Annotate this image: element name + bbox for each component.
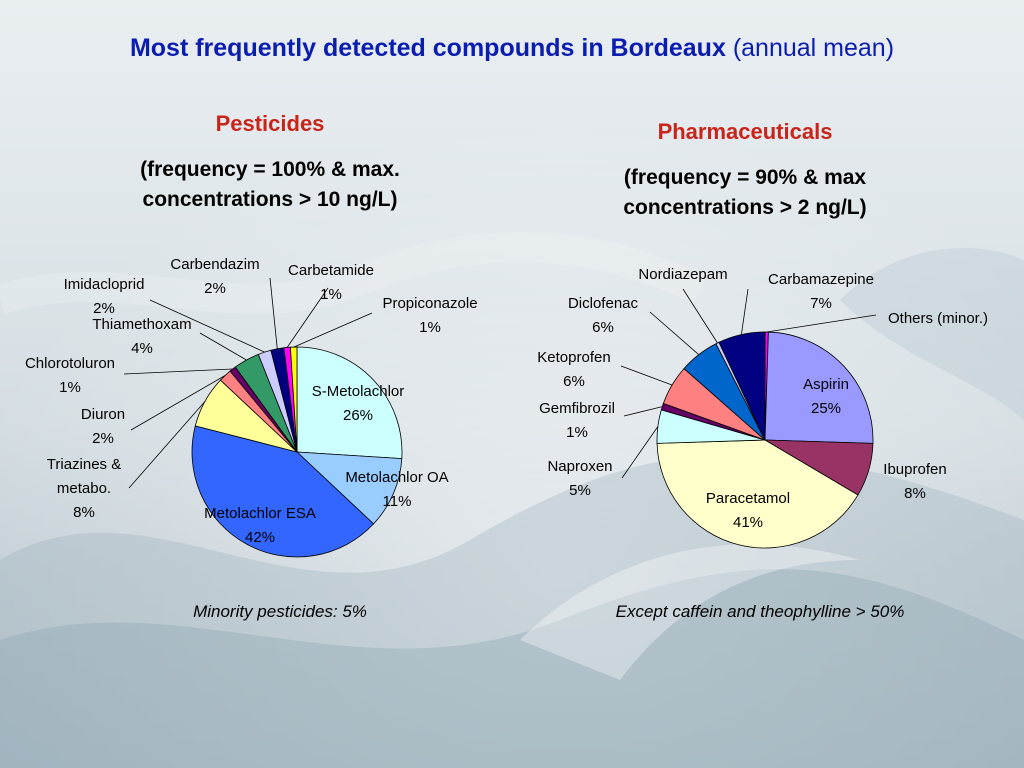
pharma-leader-naproxen xyxy=(621,426,659,479)
pharma-label-carbamazepine-pct: 7% xyxy=(810,295,832,312)
pesticide-label-s-metolachlor-pct: 26% xyxy=(343,407,373,424)
pharma-leader-carbamazepine xyxy=(741,288,749,335)
pharma-label-naproxen-pct: 5% xyxy=(569,482,591,499)
pesticide-label-triazines-metabo: Triazines & xyxy=(47,456,121,473)
pesticide-label-metolachlor-esa-pct: 42% xyxy=(245,529,275,546)
pesticide-label-metolachlor-oa-pct: 11% xyxy=(383,493,412,510)
pesticide-leader-carbendazim xyxy=(269,277,278,349)
slide-title-suffix: (annual mean) xyxy=(732,34,895,62)
pesticide-slice-s-metolachlor xyxy=(296,346,403,460)
pesticide-label-thiamethoxam-pct: 4% xyxy=(131,340,153,357)
pesticide-label-diuron-pct: 2% xyxy=(92,430,114,447)
pesticide-leader-triazines-metabo xyxy=(128,401,206,489)
pharma-label-aspirin: Aspirin xyxy=(803,376,849,393)
pesticide-label-imidacloprid-pct: 2% xyxy=(93,300,115,317)
pharma-leader-gemfibrozil xyxy=(623,406,663,417)
pharma-leader-nordiazepam xyxy=(682,288,718,344)
slide-title: Most frequently detected compounds in Bo… xyxy=(0,34,1024,63)
pharma-label-ibuprofen: Ibuprofen xyxy=(883,461,946,478)
pesticide-slice-metolachlor-esa xyxy=(191,425,375,558)
pharma-label-ketoprofen: Ketoprofen xyxy=(537,349,610,366)
pesticides-heading: Pesticides xyxy=(215,111,325,136)
pharma-label-ketoprofen-pct: 6% xyxy=(563,373,585,390)
pesticide-leader-imidacloprid xyxy=(149,299,265,353)
pesticide-leader-carbetamide xyxy=(286,287,329,348)
pharma-leader-ketoprofen xyxy=(620,365,673,386)
pesticide-label-triazines-metabo: metabo. xyxy=(57,480,111,497)
pharma-label-carbamazepine: Carbamazepine xyxy=(768,271,874,288)
pharma-label-gemfibrozil-pct: 1% xyxy=(566,424,588,441)
pesticide-label-propiconazole: Propiconazole xyxy=(382,295,477,312)
pharma-label-ibuprofen-pct: 8% xyxy=(904,485,926,502)
pesticides-criteria-line2: concentrations > 10 ng/L) xyxy=(142,188,398,211)
pesticide-label-imidacloprid: Imidacloprid xyxy=(64,276,145,293)
pharma-label-diclofenac-pct: 6% xyxy=(592,319,614,336)
pesticides-criteria-line1: (frequency = 100% & max. xyxy=(140,158,400,181)
pesticide-label-s-metolachlor: S-Metolachlor xyxy=(312,383,405,400)
pesticides-footnote: Minority pesticides: 5% xyxy=(193,602,367,621)
pesticide-label-carbetamide: Carbetamide xyxy=(288,262,374,279)
pharma-label-nordiazepam: Nordiazepam xyxy=(638,266,727,283)
pharma-label-paracetamol-pct: 41% xyxy=(733,514,763,531)
pharma-leader-diclofenac xyxy=(649,311,700,356)
pesticide-leader-chlorotoluron xyxy=(123,368,233,375)
pharma-leader-others-minor xyxy=(766,314,877,333)
pharma-slice-aspirin xyxy=(764,331,874,444)
pesticide-label-thiamethoxam: Thiamethoxam xyxy=(92,316,191,333)
pharma-label-others-minor: Others (minor.) xyxy=(888,310,988,327)
pesticide-leader-thiamethoxam xyxy=(199,332,247,361)
pesticide-label-metolachlor-esa: Metolachlor ESA xyxy=(204,505,316,522)
pesticide-label-diuron: Diuron xyxy=(81,406,125,423)
pesticide-label-metolachlor-oa: Metolachlor OA xyxy=(345,469,448,486)
pharma-slice-paracetamol xyxy=(656,439,859,549)
pharma-label-diclofenac: Diclofenac xyxy=(568,295,639,312)
pesticide-label-triazines-metabo-pct: 8% xyxy=(73,504,95,521)
pesticide-label-propiconazole-pct: 1% xyxy=(419,319,441,336)
pesticide-leader-diuron xyxy=(130,375,226,431)
pesticide-label-chlorotoluron: Chlorotoluron xyxy=(25,355,115,372)
pharmaceuticals-criteria-line1: (frequency = 90% & max xyxy=(623,166,867,189)
pesticide-label-chlorotoluron-pct: 1% xyxy=(59,379,81,396)
pesticide-label-carbendazim: Carbendazim xyxy=(170,256,259,273)
pharma-label-aspirin-pct: 25% xyxy=(811,400,841,417)
pesticide-label-carbetamide-pct: 1% xyxy=(320,286,342,303)
pharma-label-paracetamol: Paracetamol xyxy=(706,490,790,507)
pharma-label-gemfibrozil: Gemfibrozil xyxy=(539,400,615,417)
pesticides-criteria: (frequency = 100% & max. concentrations … xyxy=(90,155,450,215)
pharma-label-naproxen: Naproxen xyxy=(547,458,612,475)
pesticide-leader-propiconazole xyxy=(293,312,373,348)
slide-title-main: Most frequently detected compounds in Bo… xyxy=(129,34,726,62)
pesticide-label-carbendazim-pct: 2% xyxy=(204,280,226,297)
pesticide-slice-metolachlor-oa xyxy=(295,451,403,525)
pharmaceuticals-heading: Pharmaceuticals xyxy=(657,119,833,144)
pharmaceuticals-footnote: Except caffein and theophylline > 50% xyxy=(615,602,905,621)
pharmaceuticals-criteria: (frequency = 90% & max concentrations > … xyxy=(560,163,930,223)
pharmaceuticals-criteria-line2: concentrations > 2 ng/L) xyxy=(623,196,867,219)
